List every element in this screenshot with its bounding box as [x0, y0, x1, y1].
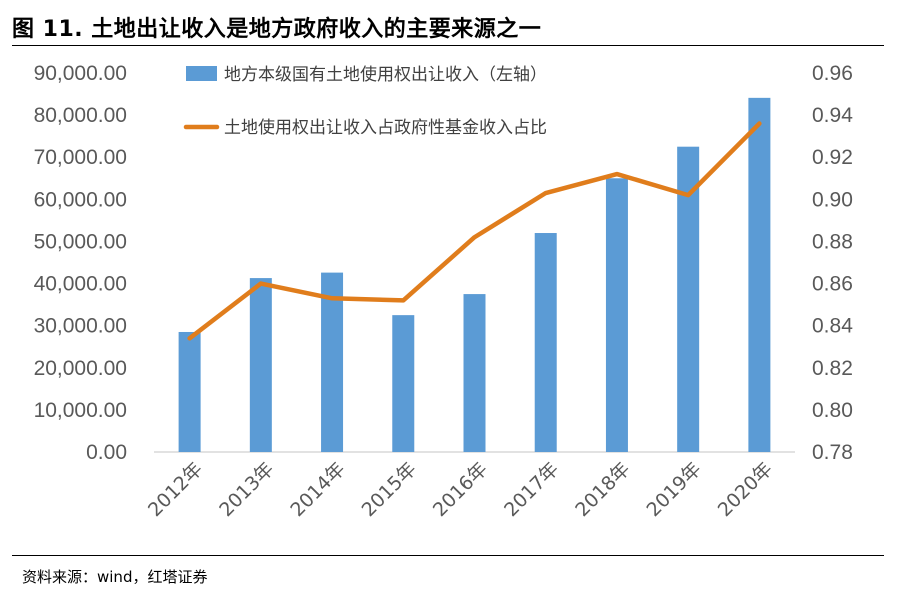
source-rule — [12, 555, 884, 556]
x-tick-label: 2020年 — [714, 458, 777, 521]
x-tick-label: 2013年 — [215, 458, 278, 521]
title-rule — [12, 45, 884, 46]
left-tick-label: 30,000.00 — [34, 315, 127, 338]
x-tick-label: 2017年 — [500, 458, 563, 521]
x-axis-ticks: 2012年 2013年 2014年 2015年 2016年 2017年 2018年 2019年… — [144, 458, 777, 521]
x-tick-label: 2014年 — [286, 458, 349, 521]
source-note: 资料来源：wind，红塔证券 — [22, 568, 208, 586]
bar — [463, 294, 486, 452]
bar — [748, 97, 771, 453]
left-tick-label: 80,000.00 — [34, 104, 127, 127]
bar — [249, 278, 272, 452]
left-tick-label: 20,000.00 — [34, 357, 127, 380]
ratio-line — [187, 121, 762, 341]
bar — [321, 272, 344, 452]
legend-bar-label: 地方本级国有土地使用权出让收入（左轴） — [224, 64, 547, 85]
right-tick-label: 0.82 — [812, 357, 853, 380]
bar-series — [178, 97, 771, 453]
bar — [605, 178, 628, 452]
x-tick-label: 2018年 — [571, 458, 634, 521]
legend-line-label: 土地使用权出让收入占政府性基金收入占比 — [224, 117, 547, 138]
left-tick-label: 0.00 — [86, 441, 127, 464]
left-tick-label: 90,000.00 — [34, 62, 127, 85]
bar — [178, 331, 201, 452]
right-tick-label: 0.80 — [812, 399, 853, 422]
right-tick-label: 0.78 — [812, 441, 853, 464]
left-axis-ticks: 0.00 10,000.00 20,000.00 30,000.00 40,000.00… — [34, 62, 127, 464]
left-tick-label: 50,000.00 — [34, 230, 127, 253]
bar — [534, 233, 557, 452]
x-tick-label: 2019年 — [643, 458, 706, 521]
legend: 地方本级国有土地使用权出让收入（左轴） 土地使用权出让收入占政府性基金收入占比 — [183, 64, 547, 138]
bar — [392, 315, 415, 452]
left-tick-label: 10,000.00 — [34, 399, 127, 422]
left-tick-label: 60,000.00 — [34, 188, 127, 211]
right-tick-label: 0.92 — [812, 146, 853, 169]
right-tick-label: 0.90 — [812, 188, 853, 211]
right-axis-ticks: 0.78 0.80 0.82 0.84 0.86 0.88 0.90 0.92 0.94 0.96 — [812, 62, 853, 464]
x-tick-label: 2015年 — [358, 458, 421, 521]
left-tick-label: 40,000.00 — [34, 273, 127, 296]
right-tick-label: 0.86 — [812, 273, 853, 296]
legend-bar-swatch — [186, 66, 217, 81]
x-tick-label: 2016年 — [429, 458, 492, 521]
figure-title: 图 11. 土地出让收入是地方政府收入的主要来源之一 — [12, 17, 542, 42]
x-tick-label: 2012年 — [144, 458, 207, 521]
left-tick-label: 70,000.00 — [34, 146, 127, 169]
right-tick-label: 0.96 — [812, 62, 853, 85]
right-tick-label: 0.88 — [812, 230, 853, 253]
bar — [677, 146, 700, 452]
right-tick-label: 0.84 — [812, 315, 853, 338]
right-tick-label: 0.94 — [812, 104, 853, 127]
